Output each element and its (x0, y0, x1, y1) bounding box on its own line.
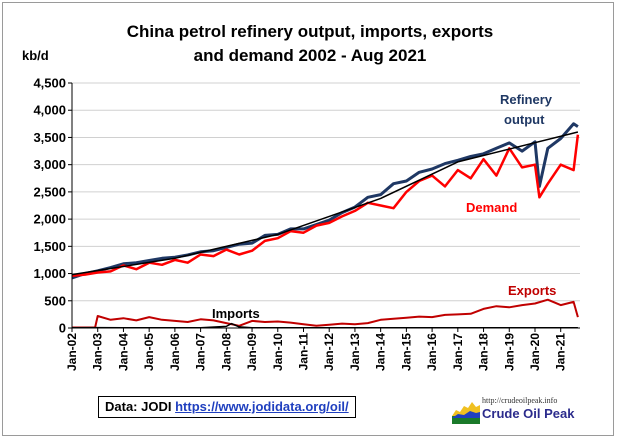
x-tick-label: Jan-18 (477, 333, 491, 371)
series-lines (71, 122, 580, 329)
crude-oil-peak-logo[interactable]: http://crudeoilpeak.info Crude Oil Peak (452, 396, 602, 426)
y-tick-label: 1,000 (33, 266, 66, 281)
data-source-link[interactable]: https://www.jodidata.org/oil/ (175, 399, 349, 414)
x-tick-label: Jan-12 (322, 333, 336, 371)
data-source: Data: JODI https://www.jodidata.org/oil/ (98, 396, 356, 418)
demand-line (71, 134, 580, 277)
y-tick-label: 0 (59, 321, 66, 336)
data-source-prefix: Data: JODI (105, 399, 172, 414)
y-tick-label: 1,500 (33, 239, 66, 254)
chart-title-line2: and demand 2002 - Aug 2021 (193, 46, 427, 65)
y-tick-label: 3,500 (33, 130, 66, 145)
x-tick-label: Jan-15 (399, 333, 413, 371)
exports-line (72, 298, 579, 329)
x-tick-label: Jan-07 (194, 333, 208, 371)
x-tick-label: Jan-13 (348, 333, 362, 371)
x-tick-label: Jan-02 (65, 333, 79, 371)
y-tick-label: 500 (44, 293, 66, 308)
x-tick-labels: Jan-02 Jan-03 Jan-04 Jan-05 Jan-06 Jan-07 Jan-… (65, 333, 568, 371)
x-tick-label: Jan-10 (271, 333, 285, 371)
label-refinery-line1: Refinery (500, 92, 553, 107)
x-tick-label: Jan-19 (502, 333, 516, 371)
x-tick-label: Jan-09 (245, 333, 259, 371)
y-tick-label: 4,500 (33, 76, 66, 91)
x-tick-label: Jan-08 (219, 333, 233, 371)
logo-name: Crude Oil Peak (482, 406, 575, 421)
x-tick-label: Jan-14 (374, 333, 388, 371)
x-tick-label: Jan-04 (116, 333, 130, 371)
x-tick-label: Jan-20 (528, 333, 542, 371)
x-tick-label: Jan-03 (91, 333, 105, 371)
y-axis-unit-label: kb/d (22, 48, 49, 63)
chart-title: China petrol refinery output, imports, e… (60, 20, 560, 68)
y-tick-label: 3,000 (33, 157, 66, 172)
y-tick-label: 2,000 (33, 212, 66, 227)
x-tick-label: Jan-17 (451, 333, 465, 371)
y-tick-label: 4,000 (33, 103, 66, 118)
x-tick-label: Jan-21 (554, 333, 568, 371)
x-tick-label: Jan-11 (296, 333, 310, 371)
logo-url: http://crudeoilpeak.info (482, 396, 558, 405)
y-tick-labels: 0 500 1,000 1,500 2,000 2,500 3,000 3,500 4,000 4… (33, 76, 66, 336)
axes (68, 82, 580, 332)
label-exports: Exports (508, 283, 556, 298)
series-annotations: Refinery output Demand Exports Imports (212, 92, 556, 321)
trend-line (71, 131, 579, 276)
x-tick-label: Jan-06 (168, 333, 182, 371)
chart-title-line1: China petrol refinery output, imports, e… (126, 22, 494, 41)
label-imports: Imports (212, 306, 260, 321)
x-tick-label: Jan-16 (425, 333, 439, 371)
y-tick-label: 2,500 (33, 184, 66, 199)
refinery-output-line (71, 122, 579, 280)
label-refinery-line2: output (504, 112, 545, 127)
oil-peak-graph-icon (452, 402, 480, 424)
x-tick-label: Jan-05 (142, 333, 156, 371)
label-demand: Demand (466, 200, 517, 215)
